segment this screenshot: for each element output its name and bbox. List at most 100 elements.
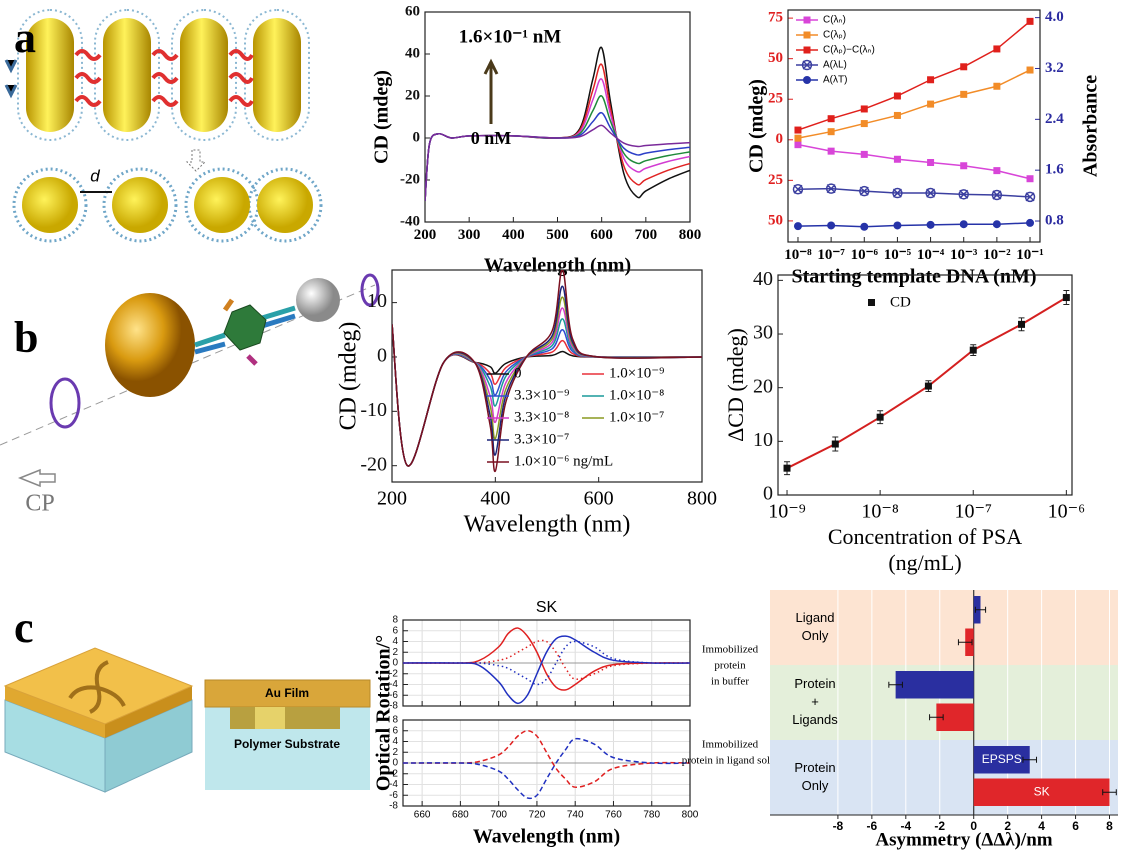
y-tick-label: 10 bbox=[753, 429, 773, 451]
legend-entry: A(λT) bbox=[796, 75, 847, 86]
x-tick-label: 760 bbox=[605, 810, 622, 821]
x-tick-label: 800 bbox=[679, 227, 702, 243]
legend-entry: C(λₙ) bbox=[796, 15, 846, 26]
category-band bbox=[770, 590, 1118, 665]
y-tick-label: 20 bbox=[405, 87, 420, 103]
y-axis-label: CD (mdeg) bbox=[746, 79, 768, 173]
x-tick-label: 10⁻⁸ bbox=[784, 247, 812, 263]
series-line bbox=[425, 63, 690, 202]
series-line bbox=[425, 124, 690, 202]
marker bbox=[831, 440, 839, 448]
legend-label: 0 bbox=[514, 365, 522, 381]
annotation: protein in ligand soln. bbox=[682, 755, 779, 767]
marker bbox=[827, 115, 835, 123]
y-axis-label: CD (mdeg) bbox=[371, 70, 393, 164]
legend-label: 3.3×10⁻⁷ bbox=[514, 431, 569, 447]
y-tick-label: 0 bbox=[763, 483, 773, 505]
plot-frame bbox=[391, 269, 703, 483]
annotation: protein bbox=[714, 660, 746, 672]
marker bbox=[926, 220, 935, 229]
plot-frame bbox=[787, 9, 1041, 243]
data-area bbox=[403, 627, 690, 705]
y-tick-label: 25 bbox=[768, 172, 783, 188]
category-label: Only bbox=[802, 628, 829, 643]
distance-label: d bbox=[90, 166, 100, 185]
annotation: Immobilized bbox=[702, 739, 759, 751]
error-bar bbox=[957, 639, 973, 646]
legend-label: C(λₚ) bbox=[823, 30, 846, 41]
marker bbox=[893, 155, 901, 163]
annotation: Immobilized bbox=[702, 644, 759, 656]
legend-label: C(λₙ) bbox=[823, 15, 846, 26]
bar bbox=[895, 671, 974, 699]
legend-entry: A(λL) bbox=[796, 60, 847, 71]
legend-label: 1.0×10⁻⁷ bbox=[609, 409, 664, 425]
x-tick-label: 600 bbox=[584, 488, 614, 510]
marker bbox=[860, 222, 869, 231]
y-tick-label: 40 bbox=[753, 268, 773, 290]
series-line bbox=[797, 222, 1031, 228]
marker bbox=[803, 46, 811, 54]
annotation: in buffer bbox=[711, 676, 749, 688]
x-tick-label: 720 bbox=[529, 810, 546, 821]
series-line bbox=[797, 69, 1031, 139]
x-axis-label: Concentration of PSA bbox=[828, 524, 1022, 549]
y2-tick-label: 1.6 bbox=[1045, 162, 1064, 178]
marker bbox=[892, 187, 903, 199]
y-tick-label: -6 bbox=[389, 790, 398, 801]
annotation: 1.6×10⁻¹ nM bbox=[459, 26, 562, 47]
marker bbox=[993, 45, 1001, 53]
x-tick-label: -8 bbox=[833, 819, 844, 833]
y-tick-label: -2 bbox=[389, 768, 398, 779]
marker bbox=[960, 63, 968, 71]
plot-frame bbox=[777, 274, 1073, 496]
marker bbox=[876, 413, 884, 421]
x-tick-label: 10⁻¹ bbox=[1016, 247, 1043, 263]
marker bbox=[860, 150, 868, 158]
error-bar bbox=[1022, 756, 1038, 763]
x-tick-label: 10⁻³ bbox=[950, 247, 978, 263]
x-axis-label: Wavelength (nm) bbox=[484, 255, 631, 277]
category-label: Ligand bbox=[795, 610, 834, 625]
panel-label: b bbox=[14, 313, 38, 362]
marker bbox=[793, 222, 802, 231]
marker bbox=[859, 185, 870, 197]
beam-label: CP bbox=[25, 491, 54, 517]
series-line bbox=[403, 639, 690, 680]
marker bbox=[1024, 191, 1036, 203]
y-tick-label: 40 bbox=[405, 45, 420, 61]
layer-label: Au Film bbox=[265, 686, 309, 700]
x-axis-label: Asymmetry (ΔΔλ)/nm bbox=[875, 829, 1052, 850]
legend-label: 1.0×10⁻⁶ ng/mL bbox=[514, 453, 613, 469]
legend-label: 1.0×10⁻⁹ bbox=[609, 365, 664, 381]
category-label: + bbox=[811, 694, 819, 709]
chart: 10⁻⁹ 10⁻⁸ 10⁻⁷ 10⁻⁶ 0 10 20 30 40 ΔCD (mdeg) CD bbox=[723, 268, 1085, 523]
legend-label: A(λT) bbox=[823, 75, 847, 86]
x-tick-label: 10⁻⁷ bbox=[817, 247, 845, 263]
x-tick-label: 800 bbox=[687, 488, 717, 510]
y-tick-label: 6 bbox=[392, 725, 398, 736]
marker bbox=[993, 82, 1001, 90]
x-tick-label: 2 bbox=[1004, 819, 1011, 833]
series-line bbox=[403, 640, 690, 686]
y-tick-label: 0 bbox=[413, 129, 421, 145]
marker bbox=[959, 220, 968, 229]
legend-entry: 3.3×10⁻⁹ bbox=[487, 387, 569, 403]
illustration-a: d bbox=[4, 9, 323, 243]
category-label: Ligands bbox=[792, 712, 838, 727]
marker bbox=[893, 221, 902, 230]
marker bbox=[803, 76, 811, 84]
marker bbox=[783, 464, 791, 472]
marker bbox=[993, 167, 1001, 175]
legend-entry: 1.0×10⁻⁷ bbox=[582, 409, 664, 425]
category-label: Protein bbox=[794, 760, 835, 775]
marker bbox=[792, 184, 804, 195]
x-tick-label: 400 bbox=[480, 488, 510, 510]
marker bbox=[794, 126, 802, 134]
x-tick-label: 200 bbox=[414, 227, 437, 243]
series-line bbox=[797, 20, 1031, 131]
y-tick-label: 8 bbox=[392, 615, 398, 626]
legend-label: 3.3×10⁻⁹ bbox=[514, 387, 569, 403]
marker bbox=[860, 120, 868, 128]
marker bbox=[1026, 218, 1035, 227]
